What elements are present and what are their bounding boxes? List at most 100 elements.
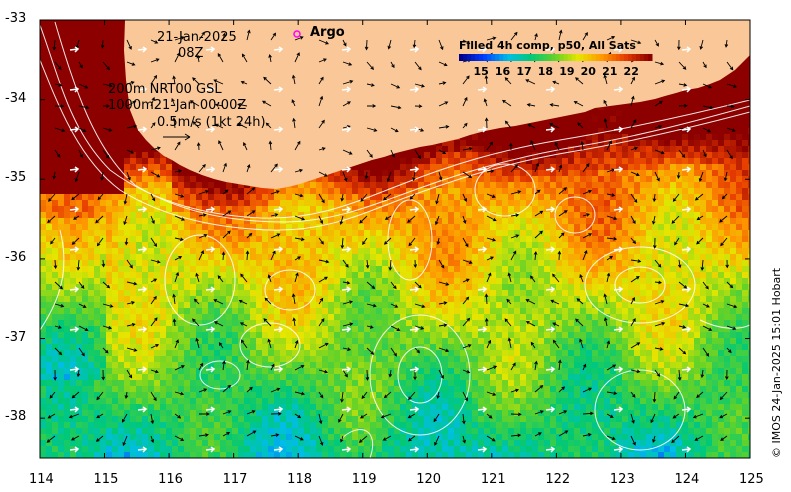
sst-cell	[46, 176, 53, 183]
sst-cell	[562, 200, 569, 207]
sst-cell	[76, 134, 83, 141]
sst-cell	[136, 152, 143, 159]
sst-cell	[184, 266, 191, 273]
sst-cell	[604, 164, 611, 171]
sst-cell	[124, 230, 131, 237]
sst-cell	[694, 182, 701, 189]
sst-cell	[94, 20, 101, 27]
sst-cell	[508, 242, 515, 249]
sst-cell	[700, 128, 707, 135]
sst-cell	[694, 86, 701, 93]
sst-cell	[736, 140, 743, 147]
sst-cell	[580, 206, 587, 213]
sst-cell	[496, 188, 503, 195]
sst-cell	[106, 158, 113, 165]
sst-cell	[526, 200, 533, 207]
sst-cell	[538, 176, 545, 183]
sst-cell	[712, 92, 719, 99]
sst-cell	[112, 164, 119, 171]
sst-cell	[670, 194, 677, 201]
sst-cell	[634, 248, 641, 255]
sst-cell	[640, 242, 647, 249]
sst-cell	[268, 236, 275, 243]
sst-cell	[478, 158, 485, 165]
sst-cell	[688, 152, 695, 159]
sst-cell	[454, 212, 461, 219]
sst-cell	[106, 200, 113, 207]
sst-cell	[88, 38, 95, 45]
sst-cell	[724, 164, 731, 171]
sst-cell	[130, 212, 137, 219]
sst-cell	[58, 224, 65, 231]
sst-cell	[112, 50, 119, 57]
sst-cell	[574, 164, 581, 171]
sst-cell	[496, 134, 503, 141]
sst-cell	[298, 212, 305, 219]
sst-cell	[322, 176, 329, 183]
sst-cell	[100, 110, 107, 117]
sst-cell	[640, 224, 647, 231]
sst-cell	[172, 218, 179, 225]
sst-cell	[682, 116, 689, 123]
sst-cell	[538, 152, 545, 159]
sst-cell	[202, 218, 209, 225]
sst-cell	[604, 218, 611, 225]
sst-cell	[40, 128, 47, 135]
sst-cell	[178, 170, 185, 177]
sst-cell	[40, 248, 47, 255]
sst-cell	[550, 170, 557, 177]
sst-cell	[256, 254, 263, 261]
sst-cell	[406, 206, 413, 213]
sst-cell	[154, 266, 161, 273]
sst-cell	[232, 206, 239, 213]
sst-cell	[628, 122, 635, 129]
sst-cell	[238, 254, 245, 261]
sst-cell	[736, 194, 743, 201]
sst-cell	[628, 266, 635, 273]
sst-cell	[46, 32, 53, 39]
sst-cell	[568, 182, 575, 189]
sst-cell	[184, 170, 191, 177]
sst-cell	[346, 212, 353, 219]
sst-cell	[568, 128, 575, 135]
sst-cell	[124, 248, 131, 255]
sst-cell	[232, 242, 239, 249]
sst-cell	[646, 176, 653, 183]
sst-cell	[730, 254, 737, 261]
sst-cell	[418, 194, 425, 201]
sst-cell	[292, 248, 299, 255]
sst-cell	[472, 206, 479, 213]
sst-cell	[46, 182, 53, 189]
sst-cell	[52, 236, 59, 243]
sst-cell	[400, 188, 407, 195]
sst-cell	[652, 230, 659, 237]
sst-cell	[58, 266, 65, 273]
sst-cell	[262, 254, 269, 261]
sst-cell	[700, 224, 707, 231]
sst-cell	[376, 212, 383, 219]
sst-cell	[718, 194, 725, 201]
sst-cell	[388, 230, 395, 237]
sst-cell	[706, 170, 713, 177]
sst-cell	[502, 200, 509, 207]
sst-cell	[442, 236, 449, 243]
sst-cell	[220, 266, 227, 273]
sst-cell	[706, 92, 713, 99]
sst-cell	[478, 218, 485, 225]
sst-cell	[616, 194, 623, 201]
sst-cell	[730, 188, 737, 195]
sst-cell	[64, 212, 71, 219]
sst-cell	[112, 68, 119, 75]
sst-cell	[118, 140, 125, 147]
sst-cell	[598, 194, 605, 201]
sst-cell	[316, 176, 323, 183]
sst-cell	[460, 188, 467, 195]
sst-cell	[64, 260, 71, 267]
sst-cell	[82, 80, 89, 87]
sst-cell	[664, 176, 671, 183]
sst-cell	[184, 212, 191, 219]
sst-cell	[712, 146, 719, 153]
sst-cell	[376, 158, 383, 165]
sst-cell	[556, 188, 563, 195]
